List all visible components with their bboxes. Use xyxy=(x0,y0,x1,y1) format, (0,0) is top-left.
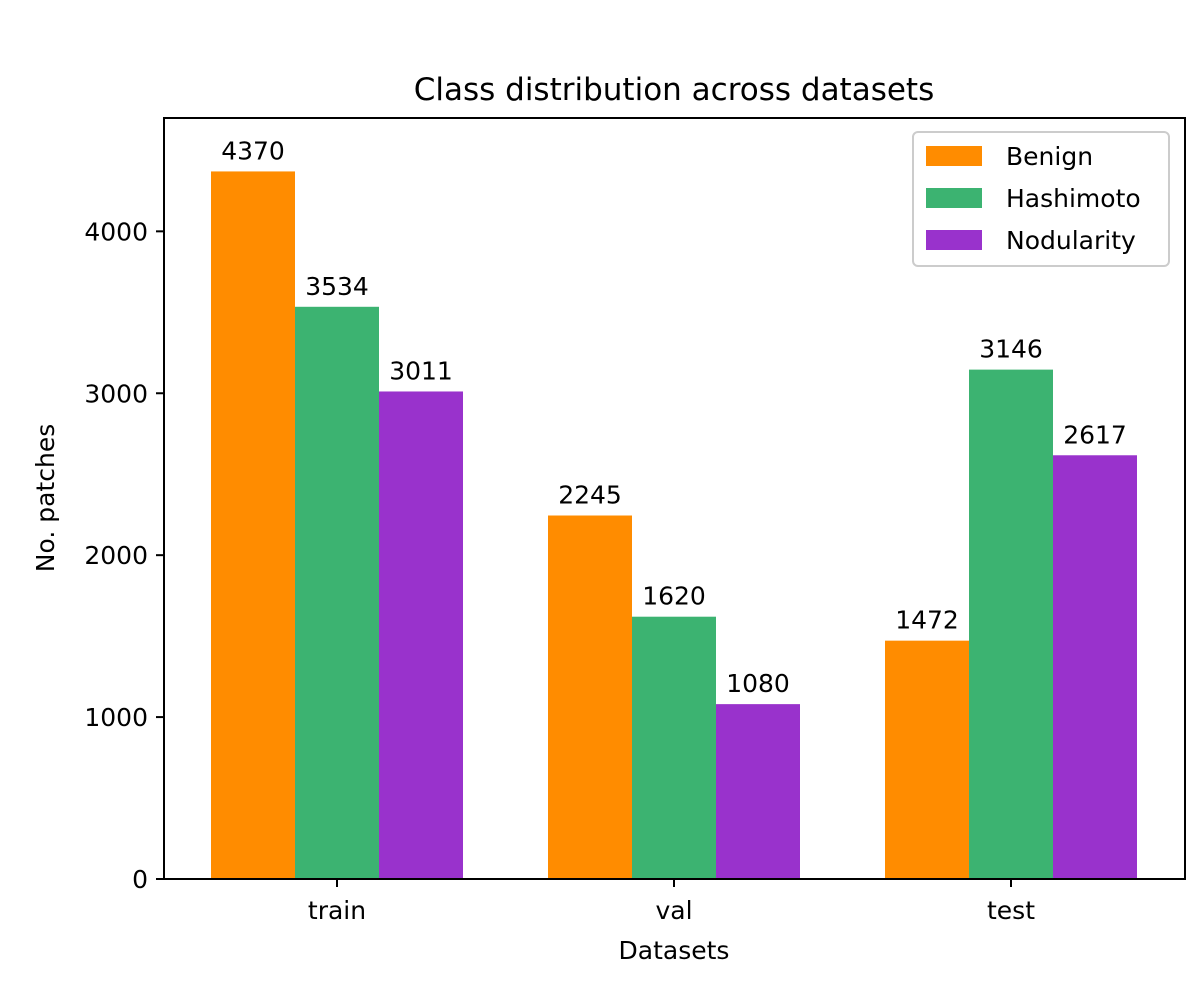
y-tick-label: 4000 xyxy=(84,217,148,246)
legend-swatch-benign xyxy=(926,146,982,166)
y-axis: 0 1000 2000 3000 4000 xyxy=(84,217,164,894)
bar-nodularity-train xyxy=(379,391,463,879)
x-axis: train val test xyxy=(308,879,1035,925)
bar-value-label-hashimoto-train: 3534 xyxy=(305,272,369,301)
bar-value-label-hashimoto-val: 1620 xyxy=(642,582,706,611)
y-tick-label: 3000 xyxy=(84,379,148,408)
bar-nodularity-test xyxy=(1053,455,1137,879)
y-axis-label: No. patches xyxy=(31,424,60,572)
x-axis-label: Datasets xyxy=(619,936,730,965)
legend: Benign Hashimoto Nodularity xyxy=(912,131,1170,267)
bar-hashimoto-train xyxy=(295,306,379,880)
legend-swatch-hashimoto xyxy=(926,188,982,208)
chart-title: Class distribution across datasets xyxy=(414,72,935,108)
x-tick-label-val: val xyxy=(655,896,692,925)
bar-value-label-hashimoto-test: 3146 xyxy=(979,335,1043,364)
bar-benign-train xyxy=(211,171,295,880)
x-tick-label-train: train xyxy=(308,896,366,925)
bar-value-label-nodularity-train: 3011 xyxy=(389,356,453,385)
legend-entry-hashimoto: Hashimoto xyxy=(1006,184,1141,213)
bars-layer xyxy=(211,171,1137,880)
legend-entry-benign: Benign xyxy=(1006,142,1093,171)
bar-value-label-benign-test: 1472 xyxy=(895,606,959,635)
bar-hashimoto-test xyxy=(969,369,1053,879)
legend-swatch-nodularity xyxy=(926,230,982,250)
bar-value-label-nodularity-test: 2617 xyxy=(1063,420,1127,449)
y-tick-label: 0 xyxy=(132,865,148,894)
x-tick-label-test: test xyxy=(987,896,1035,925)
bar-value-label-nodularity-val: 1080 xyxy=(726,669,790,698)
legend-entry-nodularity: Nodularity xyxy=(1006,226,1136,255)
y-tick-label: 2000 xyxy=(84,541,148,570)
bar-nodularity-val xyxy=(716,704,800,879)
bar-value-label-benign-val: 2245 xyxy=(558,481,622,510)
bar-benign-test xyxy=(885,640,969,879)
bar-value-label-benign-train: 4370 xyxy=(221,136,285,165)
y-tick-label: 1000 xyxy=(84,703,148,732)
bar-benign-val xyxy=(548,515,632,879)
bar-value-labels: 4370 2245 1472 3534 1620 3146 3011 1080 2617 xyxy=(221,136,1127,698)
bar-hashimoto-val xyxy=(632,616,716,879)
